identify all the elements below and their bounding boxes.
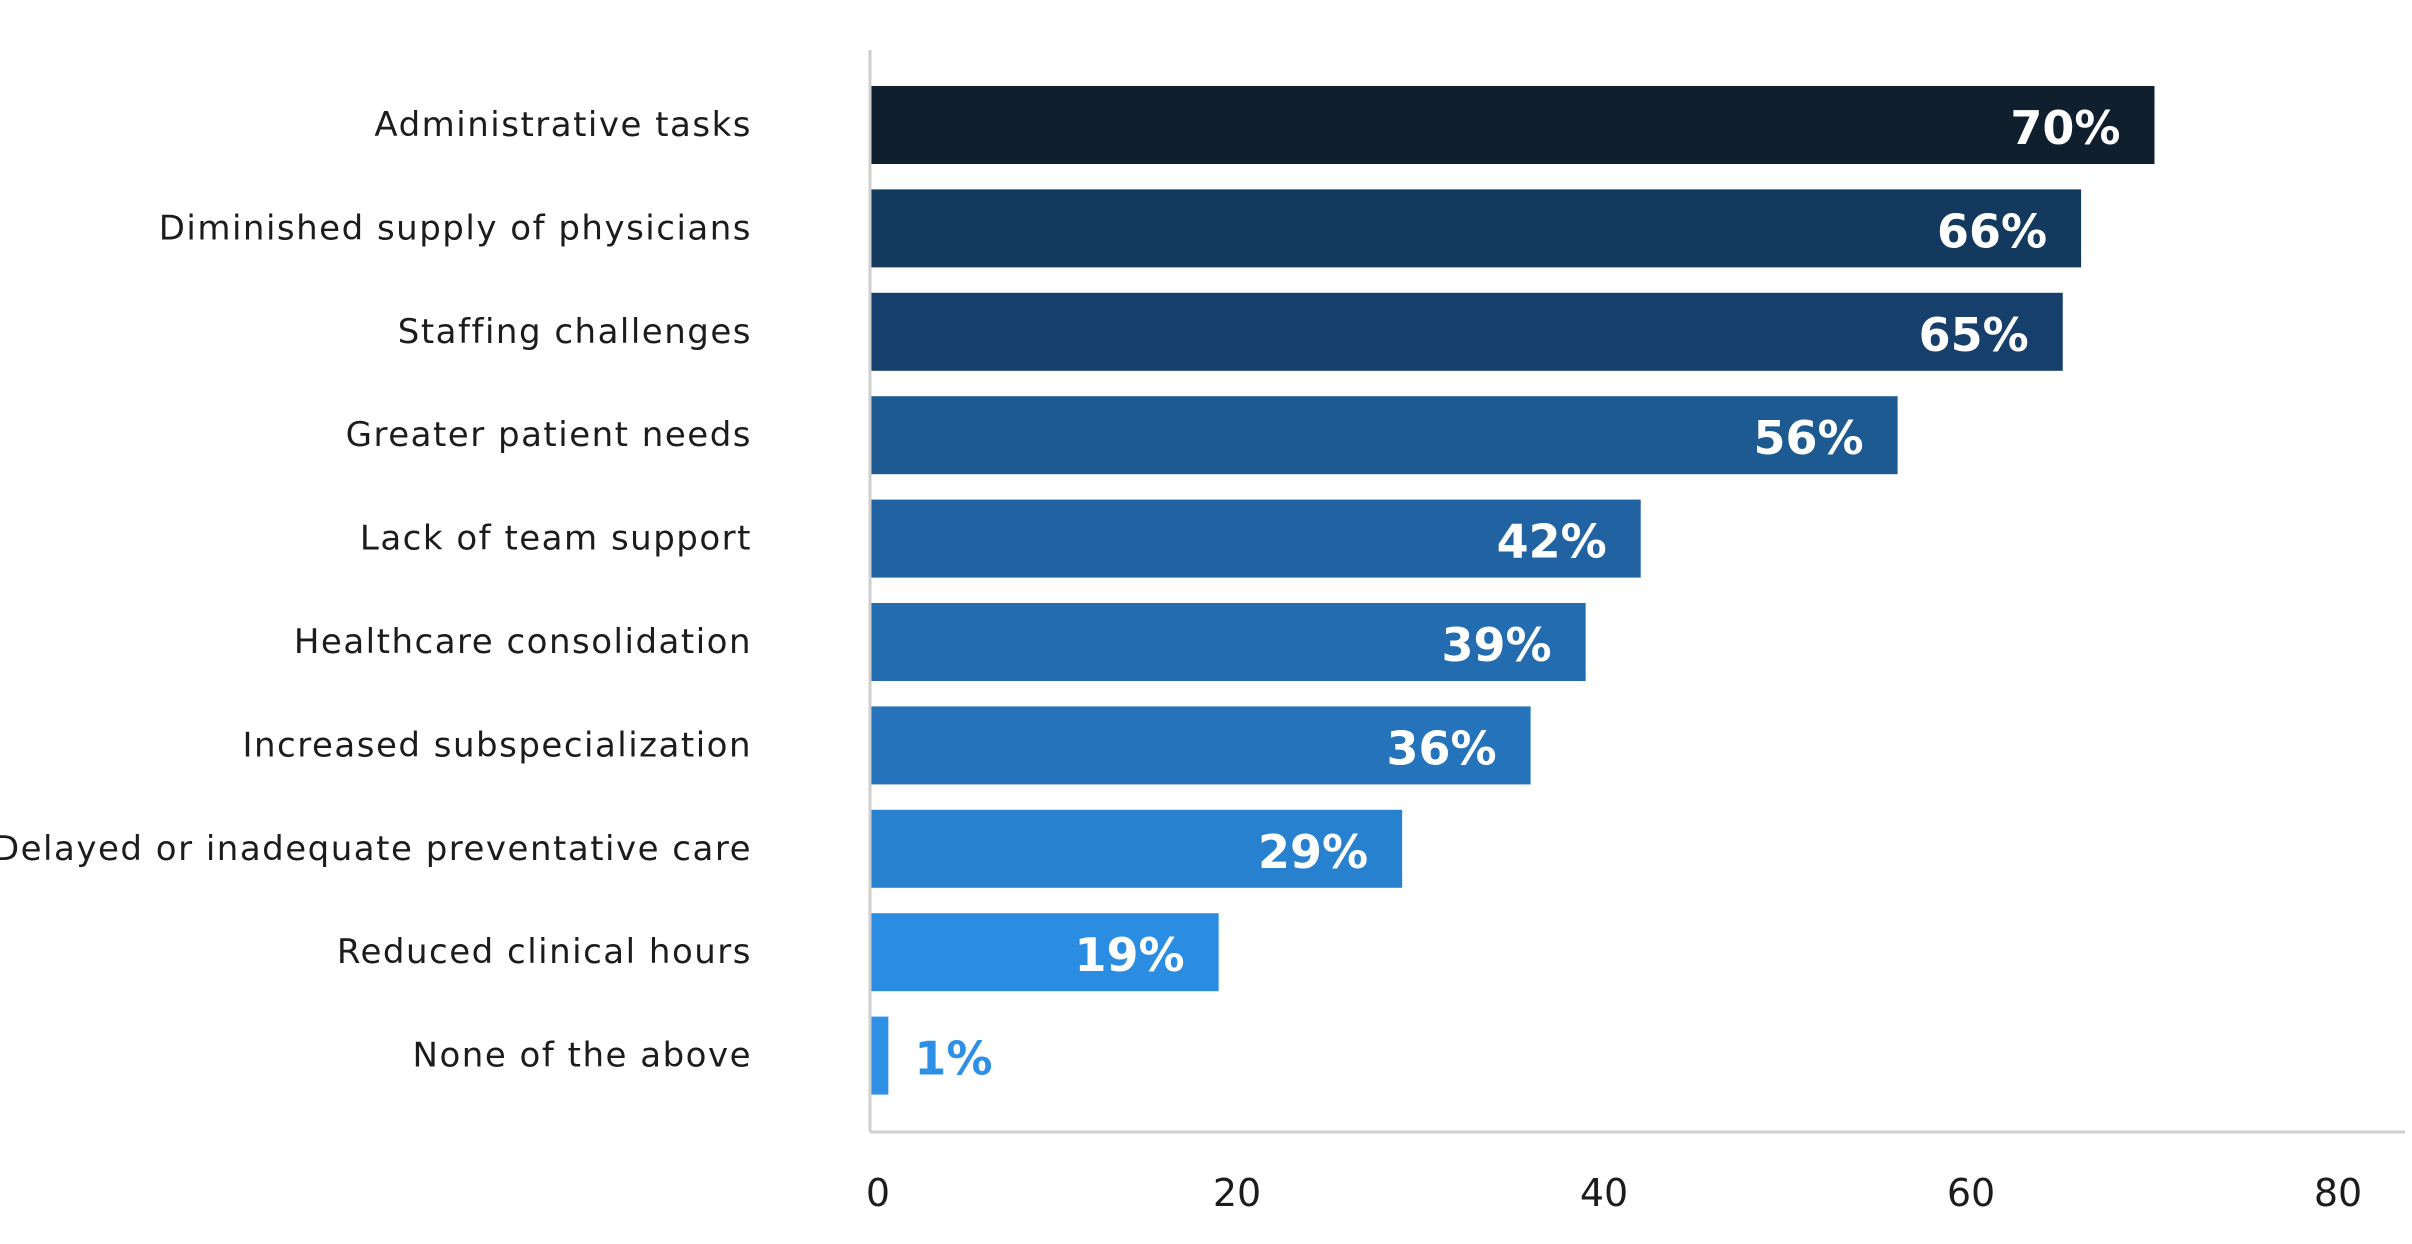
bar — [870, 1016, 889, 1095]
bar-value-label: 70% — [2010, 101, 2120, 155]
bar — [870, 292, 2063, 371]
bar — [870, 913, 1219, 992]
category-label: Increased subspecialization — [242, 725, 752, 765]
x-tick-labels: 0 20 40 60 80 — [866, 1171, 2362, 1215]
bar-value-label: 66% — [1937, 204, 2047, 258]
category-label: None of the above — [413, 1036, 752, 1076]
bar — [870, 396, 1898, 475]
bar — [870, 809, 1403, 888]
bar — [870, 499, 1641, 578]
bar-value-labels: 70% 66% 65% 56% 42% 39% 36% 29% 19% 1% — [914, 101, 2120, 1086]
bar-value-label: 65% — [1919, 308, 2029, 362]
category-label: Healthcare consolidation — [294, 622, 752, 662]
x-tick-label: 40 — [1580, 1171, 1628, 1215]
category-labels: Administrative tasks Diminished supply of… — [0, 105, 752, 1076]
category-label: Reduced clinical hours — [337, 932, 752, 972]
x-tick-label: 80 — [2314, 1171, 2362, 1215]
category-label: Lack of team support — [360, 519, 752, 559]
bar-value-label: 39% — [1442, 618, 1552, 672]
bar-value-label: 56% — [1753, 411, 1863, 465]
category-label: Staffing challenges — [398, 312, 752, 352]
bar — [870, 189, 2082, 268]
bars-group — [870, 86, 2155, 1095]
bar-value-label: 42% — [1497, 515, 1607, 569]
bar-value-label: 19% — [1075, 928, 1185, 982]
x-tick-label: 20 — [1213, 1171, 1261, 1215]
category-label: Delayed or inadequate preventative care — [0, 829, 752, 869]
bar — [870, 603, 1586, 681]
bar-value-label: 29% — [1258, 825, 1368, 879]
bar-value-label: 1% — [914, 1032, 992, 1086]
category-label: Administrative tasks — [374, 105, 752, 145]
bar — [870, 86, 2155, 164]
category-label: Greater patient needs — [346, 415, 752, 455]
x-tick-label: 60 — [1947, 1171, 1995, 1215]
bar-value-label: 36% — [1386, 721, 1496, 775]
x-tick-label: 0 — [866, 1171, 890, 1215]
bar — [870, 706, 1531, 785]
category-label: Diminished supply of physicians — [159, 208, 752, 248]
